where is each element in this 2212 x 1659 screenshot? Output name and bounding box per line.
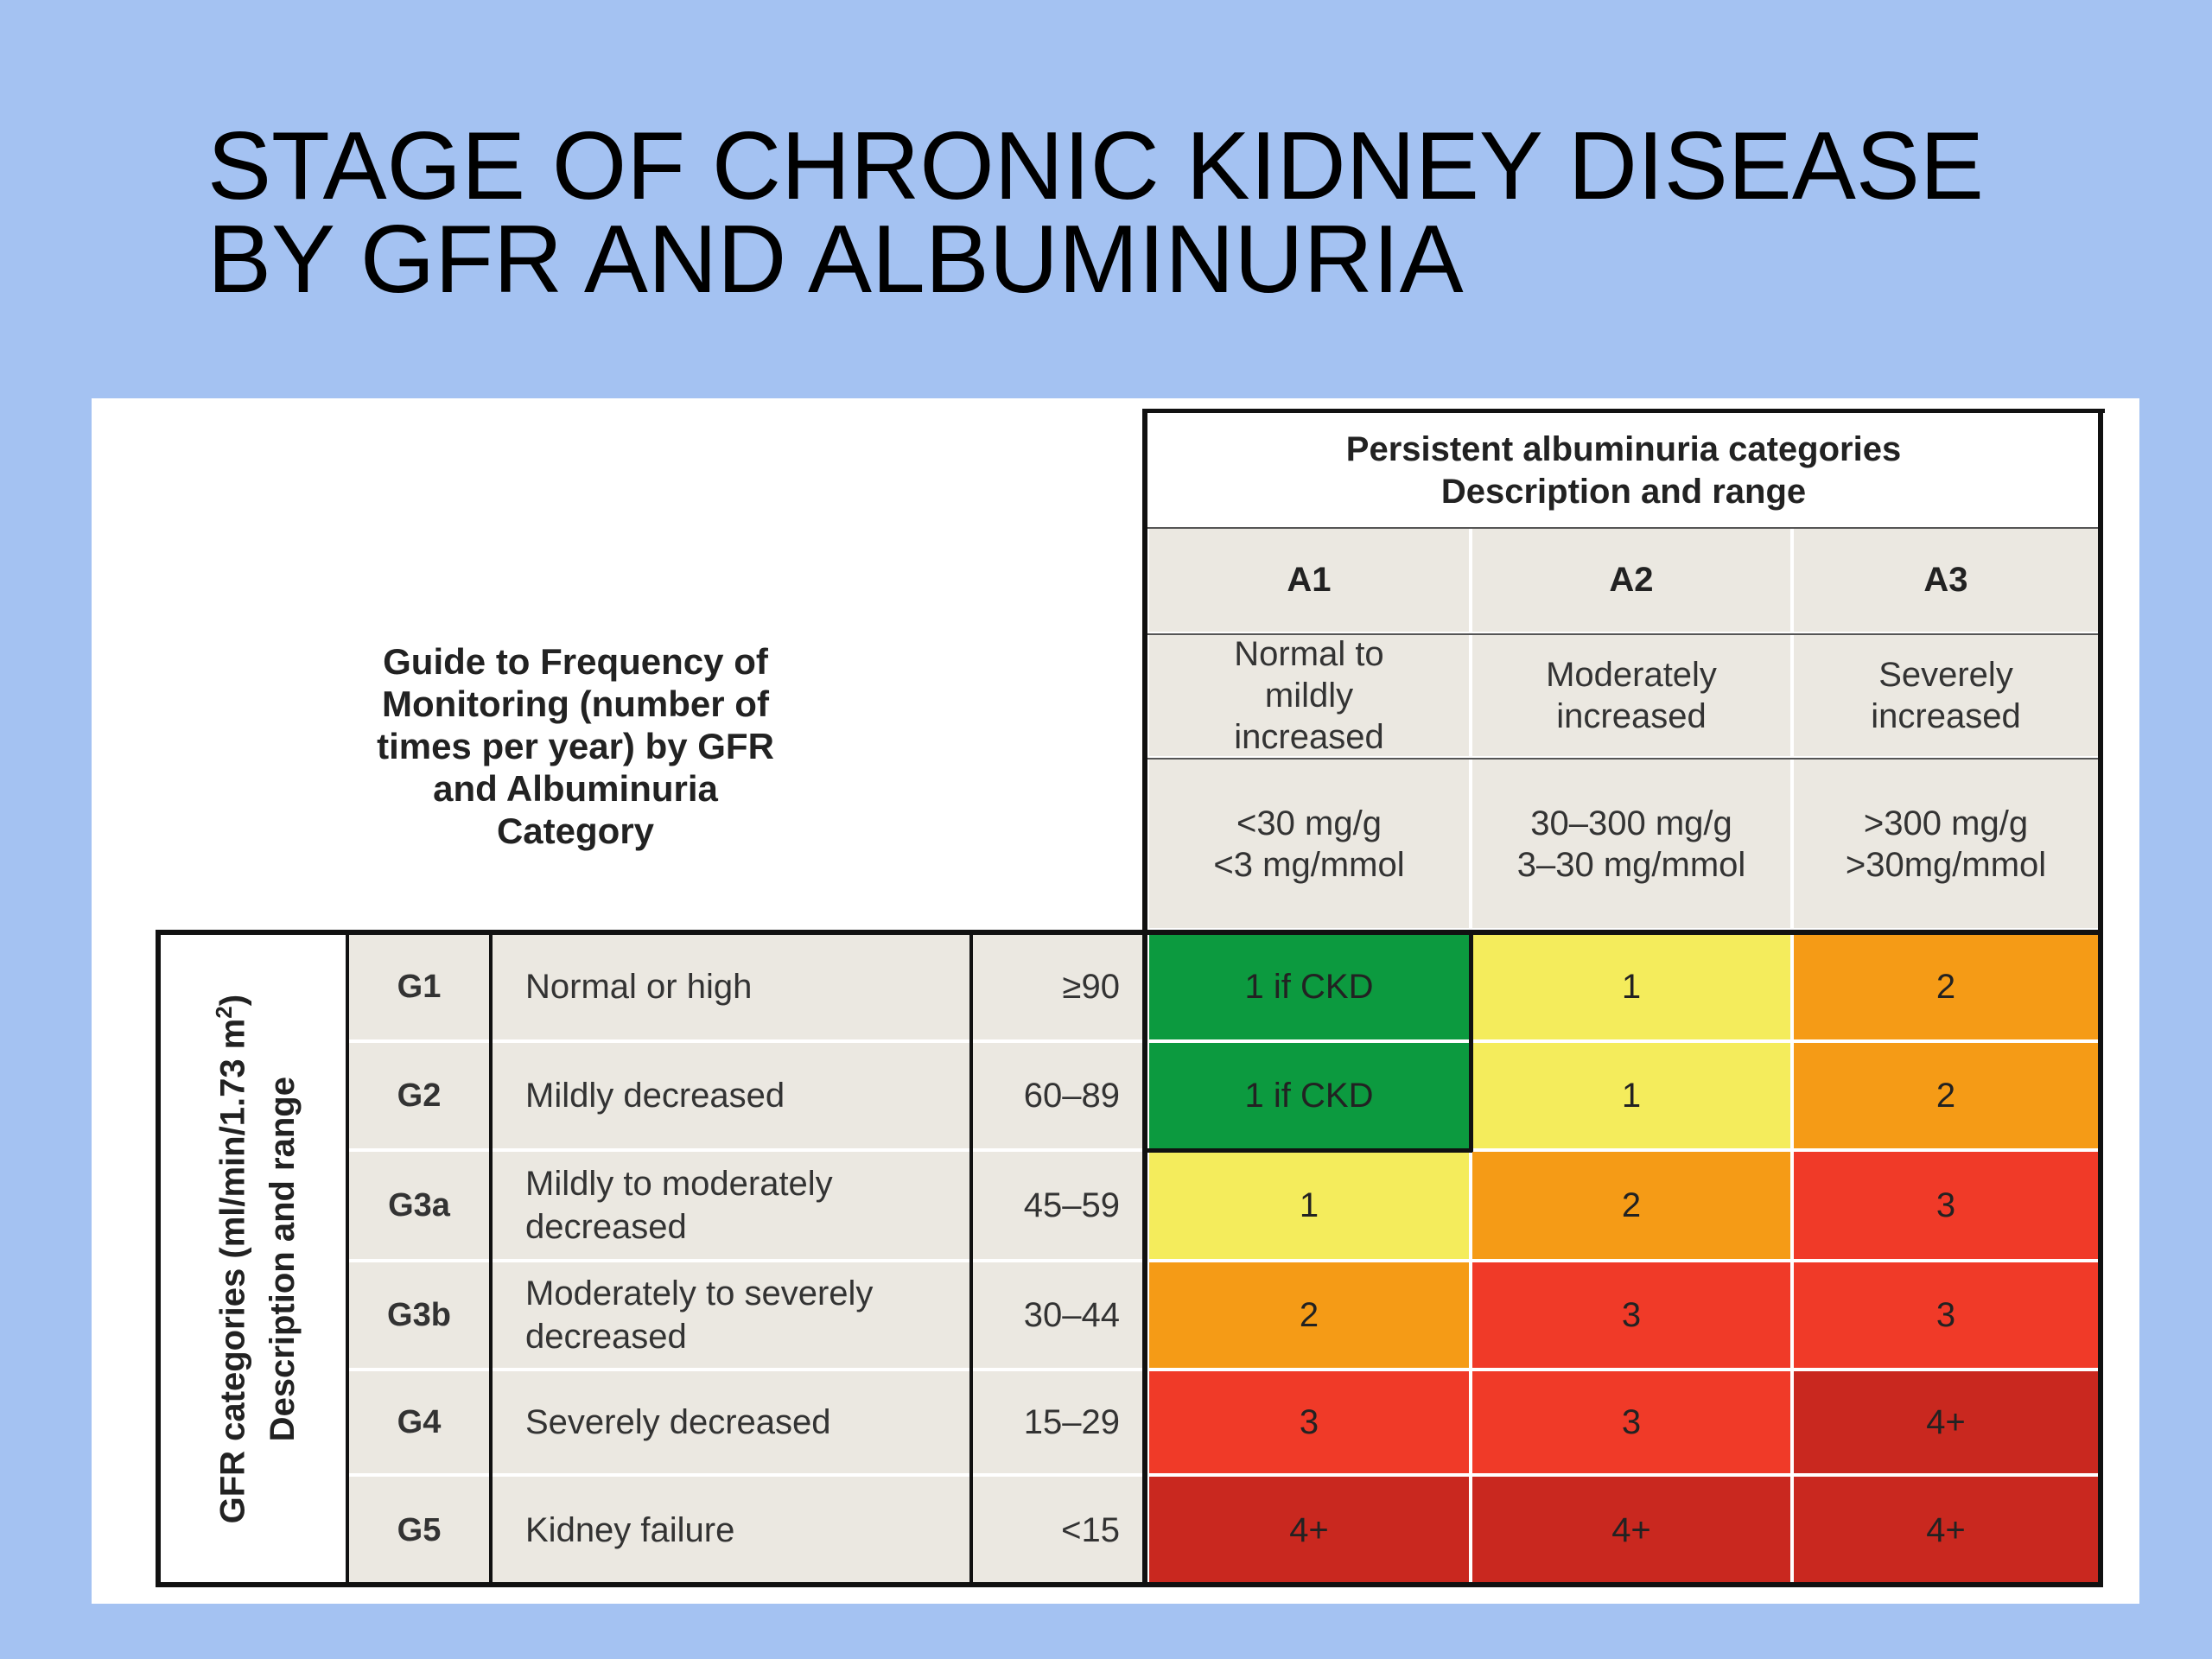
monitoring-cell: 2 bbox=[1794, 1043, 2098, 1148]
column-code-a1: A1 bbox=[1149, 528, 1469, 632]
monitoring-cell: 1 bbox=[1149, 1152, 1469, 1259]
table-border bbox=[156, 930, 161, 1587]
gfr-description: Kidney failure bbox=[493, 1477, 969, 1584]
table-divider bbox=[1147, 527, 2098, 529]
table-border bbox=[1147, 1148, 1472, 1153]
albuminuria-header-line2: Description and range bbox=[1440, 472, 1807, 511]
table-divider bbox=[1147, 758, 2098, 760]
gfr-axis-label: GFR categories (ml/min/1.73 m2) Descript… bbox=[161, 934, 346, 1584]
monitoring-cell: 4+ bbox=[1794, 1371, 2098, 1473]
table-divider bbox=[346, 934, 349, 1584]
gfr-description: Severely decreased bbox=[493, 1371, 969, 1473]
monitoring-cell: 3 bbox=[1794, 1152, 2098, 1259]
column-desc-a2: Moderately increased bbox=[1472, 635, 1790, 756]
monitoring-cell: 2 bbox=[1149, 1262, 1469, 1368]
monitoring-cell: 2 bbox=[1794, 934, 2098, 1039]
monitoring-cell: 4+ bbox=[1794, 1477, 2098, 1584]
gfr-axis-label-line1: GFR categories (ml/min/1.73 m2) bbox=[211, 994, 252, 1524]
monitoring-cell: 1 bbox=[1472, 1043, 1790, 1148]
gfr-range: 45–59 bbox=[973, 1152, 1144, 1259]
table-border bbox=[1142, 409, 2105, 413]
gfr-range: 15–29 bbox=[973, 1371, 1144, 1473]
gfr-code: G4 bbox=[349, 1371, 489, 1473]
monitoring-cell: 3 bbox=[1794, 1262, 2098, 1368]
monitoring-cell: 4+ bbox=[1149, 1477, 1469, 1584]
column-range-a3-line1: >300 mg/g bbox=[1863, 804, 2029, 842]
table-border bbox=[156, 1582, 2103, 1587]
column-range-a2-line2: 3–30 mg/mmol bbox=[1516, 845, 1746, 884]
monitoring-cell: 2 bbox=[1472, 1152, 1790, 1259]
slide-title: STAGE OF CHRONIC KIDNEY DISEASE BY GFR A… bbox=[207, 112, 1984, 313]
gfr-code: G3a bbox=[349, 1152, 489, 1259]
gfr-range: <15 bbox=[973, 1477, 1144, 1584]
table-divider bbox=[969, 934, 973, 1584]
gfr-description: Normal or high bbox=[493, 934, 969, 1039]
column-range-a1-line2: <3 mg/mmol bbox=[1213, 845, 1405, 884]
monitoring-cell: 3 bbox=[1149, 1371, 1469, 1473]
column-range-a3-line2: >30mg/mmol bbox=[1845, 845, 2047, 884]
column-range-a1-line1: <30 mg/g bbox=[1236, 804, 1382, 842]
column-range-a2: 30–300 mg/g 3–30 mg/mmol bbox=[1472, 760, 1790, 928]
monitoring-cell: 1 if CKD bbox=[1149, 934, 1469, 1039]
column-range-a3: >300 mg/g >30mg/mmol bbox=[1794, 760, 2098, 928]
monitoring-cell: 3 bbox=[1472, 1371, 1790, 1473]
column-desc-a1: Normal to mildly increased bbox=[1149, 635, 1469, 756]
gfr-code: G3b bbox=[349, 1262, 489, 1368]
gfr-range: 30–44 bbox=[973, 1262, 1144, 1368]
table-divider bbox=[1147, 633, 2098, 635]
table-border bbox=[156, 930, 1147, 935]
monitoring-cell: 3 bbox=[1472, 1262, 1790, 1368]
table-border bbox=[1142, 409, 1147, 1587]
gfr-axis-label-line2: Description and range bbox=[264, 1076, 302, 1442]
monitoring-cell: 4+ bbox=[1472, 1477, 1790, 1584]
table-border bbox=[1142, 930, 2103, 935]
gfr-code: G5 bbox=[349, 1477, 489, 1584]
monitoring-cell: 1 if CKD bbox=[1149, 1043, 1469, 1148]
gfr-code: G2 bbox=[349, 1043, 489, 1148]
gfr-description: Moderately to severely decreased bbox=[493, 1262, 969, 1368]
column-desc-a3: Severely increased bbox=[1794, 635, 2098, 756]
gfr-code: G1 bbox=[349, 934, 489, 1039]
gfr-description: Mildly decreased bbox=[493, 1043, 969, 1148]
gfr-range: ≥90 bbox=[973, 934, 1144, 1039]
gfr-description: Mildly to moderately decreased bbox=[493, 1152, 969, 1259]
table-divider bbox=[489, 934, 493, 1584]
ckd-table-panel: Guide to Frequency of Monitoring (number… bbox=[92, 398, 2139, 1604]
column-range-a2-line1: 30–300 mg/g bbox=[1530, 804, 1732, 842]
column-code-a2: A2 bbox=[1472, 528, 1790, 632]
albuminuria-header-line1: Persistent albuminuria categories bbox=[1345, 429, 1902, 468]
albuminuria-header: Persistent albuminuria categories Descri… bbox=[1146, 413, 2101, 528]
gfr-range: 60–89 bbox=[973, 1043, 1144, 1148]
table-border bbox=[1469, 934, 1473, 1152]
column-code-a3: A3 bbox=[1794, 528, 2098, 632]
column-range-a1: <30 mg/g <3 mg/mmol bbox=[1149, 760, 1469, 928]
monitoring-guide-label: Guide to Frequency of Monitoring (number… bbox=[377, 641, 774, 851]
table-border bbox=[2098, 409, 2103, 1587]
monitoring-cell: 1 bbox=[1472, 934, 1790, 1039]
